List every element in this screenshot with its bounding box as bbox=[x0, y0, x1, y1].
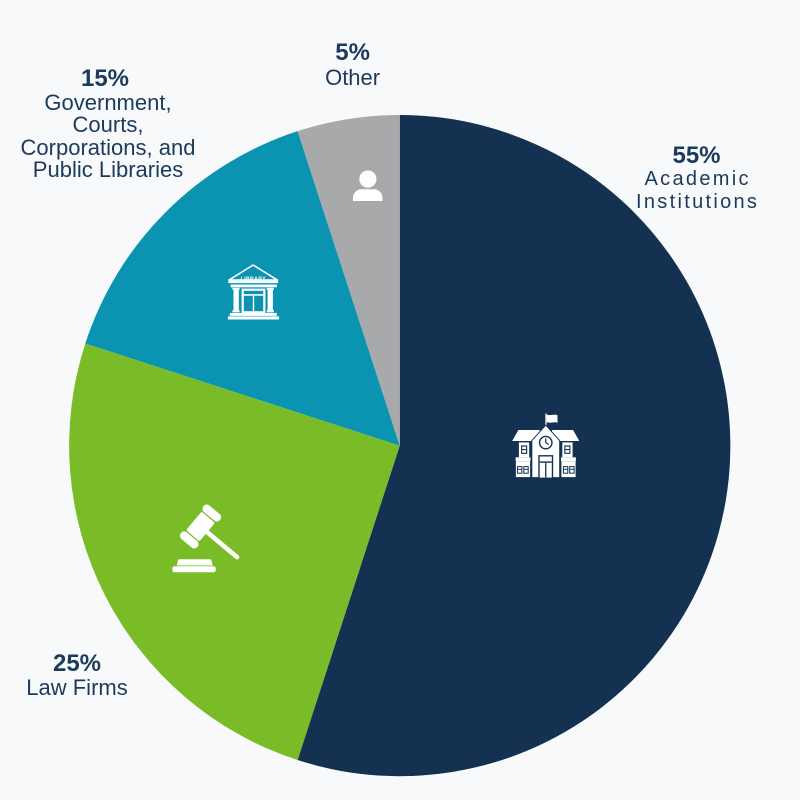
svg-text:LIBRARY: LIBRARY bbox=[241, 276, 267, 282]
